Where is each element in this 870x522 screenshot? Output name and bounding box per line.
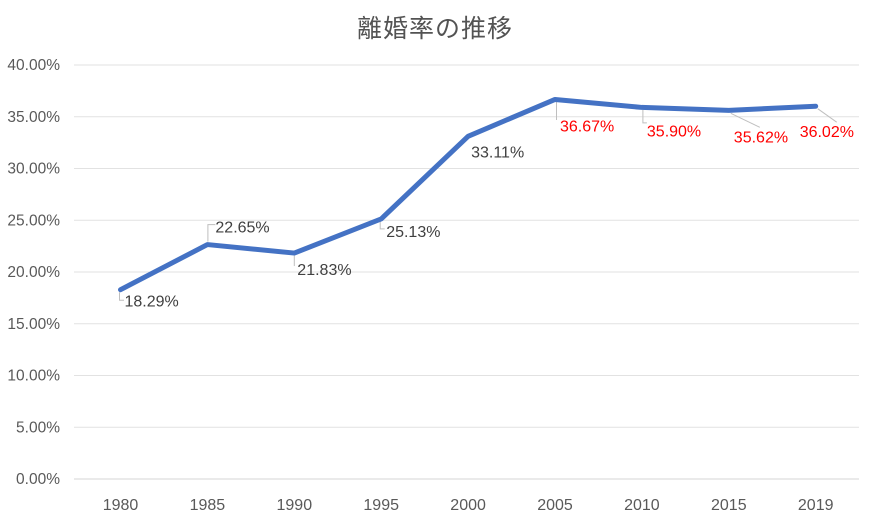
data-label: 25.13% xyxy=(386,224,440,241)
y-axis-tick-label: 25.00% xyxy=(7,212,60,229)
y-axis-tick-label: 0.00% xyxy=(16,471,60,488)
x-axis-tick-label: 2019 xyxy=(798,497,834,514)
y-axis-tick-label: 30.00% xyxy=(7,161,60,178)
data-label-leader-line xyxy=(207,224,216,242)
x-axis-tick-label: 1985 xyxy=(190,497,226,514)
x-axis-tick-label: 2010 xyxy=(624,497,660,514)
y-axis-tick-label: 40.00% xyxy=(7,57,60,74)
data-label: 21.83% xyxy=(297,262,351,279)
chart-title: 離婚率の推移 xyxy=(356,15,513,43)
y-axis-tick-label: 20.00% xyxy=(7,264,60,281)
x-axis-tick-label: 2000 xyxy=(450,497,486,514)
data-label-leader-line xyxy=(379,221,385,230)
data-label-leader-line xyxy=(642,109,647,124)
x-axis-tick-label: 1995 xyxy=(363,497,399,514)
data-label: 36.67% xyxy=(560,118,614,135)
y-axis-tick-label: 5.00% xyxy=(16,419,60,436)
data-label: 22.65% xyxy=(215,220,269,237)
y-axis-tick-label: 35.00% xyxy=(7,109,60,126)
y-axis-tick-label: 15.00% xyxy=(7,316,60,333)
data-label-leader-line xyxy=(817,108,837,123)
data-label: 18.29% xyxy=(125,294,179,311)
data-label-leader-line xyxy=(119,292,124,301)
x-axis-tick-label: 2005 xyxy=(537,497,573,514)
x-axis-tick-label: 1990 xyxy=(277,497,313,514)
y-axis-tick-label: 10.00% xyxy=(7,368,60,385)
x-axis-tick-label: 2015 xyxy=(711,497,747,514)
data-label: 35.62% xyxy=(734,129,788,146)
divorce-rate-series-line[interactable] xyxy=(118,96,819,293)
data-label: 33.11% xyxy=(471,144,524,161)
x-axis-tick-label: 1980 xyxy=(103,497,139,514)
data-label-leader-line xyxy=(730,112,761,128)
data-label: 35.90% xyxy=(647,123,701,140)
data-label: 36.02% xyxy=(800,124,854,141)
